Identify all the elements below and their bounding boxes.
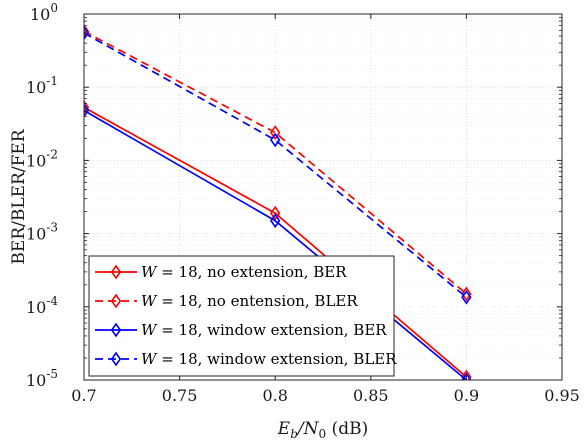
y-tick-label: 10-2 (26, 147, 58, 170)
series-1 (84, 99, 472, 380)
major-grid (84, 14, 562, 380)
series-line (84, 106, 467, 378)
x-axis-label-main: E (277, 419, 291, 439)
x-tick-label: 0.85 (353, 386, 389, 405)
series-point (270, 125, 281, 140)
series-point (270, 205, 281, 221)
series-3 (84, 103, 472, 380)
x-tick-label: 0.9 (454, 386, 479, 405)
x-tick-labels: 0.7 0.75 0.8 0.85 0.9 0.95 (71, 386, 580, 405)
series-point (270, 213, 281, 229)
x-axis-label-sub2: 0 (319, 427, 327, 441)
x-tick-label: 0.75 (162, 386, 198, 405)
series-point (84, 23, 90, 39)
series-point (461, 372, 472, 380)
x-axis-label-unit: (dB) (326, 419, 368, 439)
series-point (84, 25, 90, 41)
legend: W = 18, no extension, BER W = 18, no ente… (88, 255, 397, 377)
plot-frame (83, 13, 563, 381)
legend-label: W = 18, no entension, BLER (141, 292, 358, 310)
legend-item: W = 18, window extension, BLER (95, 350, 397, 368)
legend-swatch-marker (110, 351, 122, 367)
series-layer (84, 23, 472, 380)
x-tick-label: 0.95 (544, 386, 580, 405)
x-tick-label: 0.7 (71, 386, 96, 405)
y-axis-label: BER/BLER/FER (9, 128, 29, 264)
series-point (461, 286, 472, 302)
series-2 (84, 23, 472, 302)
series-line (84, 30, 467, 295)
series-point (84, 99, 90, 115)
legend-swatch-marker (110, 264, 122, 280)
series-line (84, 32, 467, 298)
series-line (84, 109, 467, 380)
legend-item: W = 18, no extension, BER (95, 263, 347, 281)
y-tick-label: 10-1 (26, 74, 58, 97)
y-tick-label: 10-4 (26, 294, 58, 317)
legend-swatch-marker (110, 293, 122, 309)
series-point (461, 369, 472, 380)
legend-label: W = 18, no extension, BER (141, 263, 347, 281)
legend-item: W = 18, window extension, BER (95, 321, 387, 339)
y-tick-label: 10-5 (26, 367, 58, 390)
y-tick-labels: 100 10-1 10-2 10-3 10-4 10-5 (26, 1, 58, 390)
series-4 (84, 25, 472, 305)
x-axis-label: Eb/N0 (dB) (277, 419, 368, 441)
y-tick-label: 100 (30, 1, 58, 24)
legend-swatch-marker (110, 322, 122, 338)
legend-item: W = 18, no entension, BLER (95, 292, 358, 310)
x-axis-label-sub1: b (290, 427, 298, 441)
series-point (84, 103, 90, 118)
legend-box (88, 255, 395, 377)
x-axis-label-slash: /N (296, 419, 320, 439)
y-tick-label: 10-3 (26, 221, 58, 244)
axis-ticks (83, 13, 563, 381)
series-point (461, 289, 472, 305)
legend-label: W = 18, window extension, BER (141, 321, 387, 339)
series-point (270, 132, 281, 148)
legend-label: W = 18, window extension, BLER (141, 350, 397, 368)
x-tick-label: 0.8 (262, 386, 287, 405)
